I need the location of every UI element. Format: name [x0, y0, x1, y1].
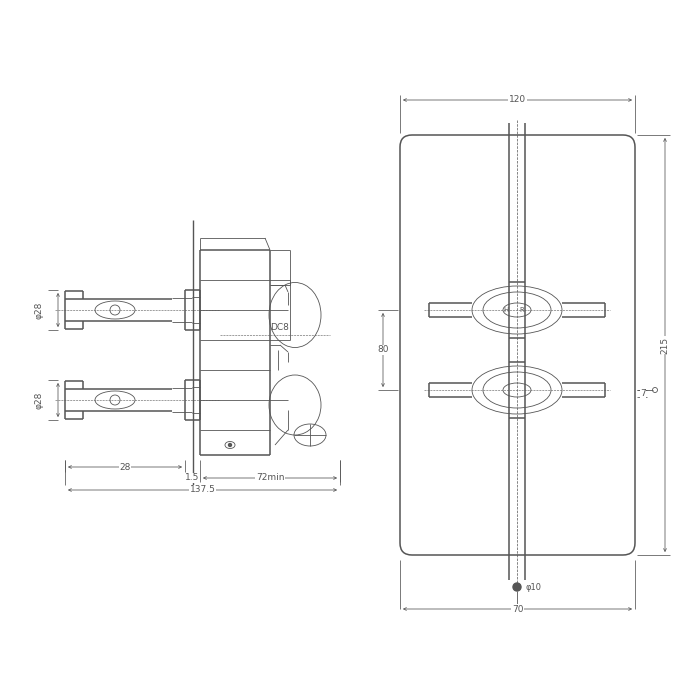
Text: 28: 28 [119, 463, 131, 472]
Text: φ28: φ28 [35, 391, 44, 409]
Circle shape [228, 444, 232, 447]
Text: 215: 215 [661, 337, 669, 354]
Text: 7: 7 [640, 389, 646, 398]
Text: φ28: φ28 [35, 301, 44, 318]
Text: 120: 120 [509, 95, 526, 104]
Text: 80: 80 [377, 346, 388, 354]
Text: 137.5: 137.5 [190, 486, 216, 494]
Text: 70: 70 [512, 605, 524, 613]
Text: 1.5: 1.5 [186, 473, 199, 482]
Text: φ10: φ10 [525, 582, 541, 592]
Text: R: R [519, 307, 524, 313]
Circle shape [513, 583, 521, 591]
Text: DC8: DC8 [271, 323, 289, 332]
Text: 72min: 72min [256, 473, 284, 482]
Text: H: H [504, 307, 509, 313]
